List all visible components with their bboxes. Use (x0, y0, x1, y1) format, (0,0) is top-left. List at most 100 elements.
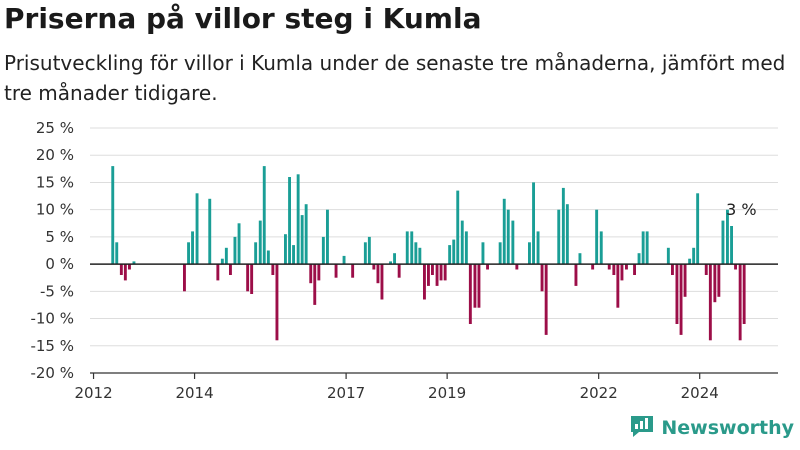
bar (688, 258, 692, 265)
bar (708, 264, 712, 341)
bar (115, 242, 119, 265)
grid-lines (90, 127, 778, 347)
bar (561, 187, 565, 265)
bar (393, 253, 396, 265)
bar (351, 264, 355, 278)
bar (208, 198, 212, 265)
bar (111, 166, 115, 265)
bar (317, 264, 321, 281)
bar (216, 264, 220, 281)
bar (435, 264, 439, 286)
y-tick-label: -15 % (30, 337, 74, 355)
bar (187, 242, 190, 265)
bar (288, 177, 291, 265)
brand-name: Newsworthy (661, 417, 794, 439)
bar (536, 231, 540, 265)
bar (557, 209, 561, 265)
bar (473, 264, 477, 308)
bar (511, 220, 515, 265)
x-axis-labels: 2012 2014 2017 2019 2022 2024 (74, 373, 719, 402)
y-tick-label: 20 % (36, 146, 74, 164)
bar (599, 231, 603, 265)
bar (220, 258, 224, 265)
bar (616, 264, 620, 308)
bar (313, 264, 317, 305)
bar (309, 264, 313, 284)
bar (612, 264, 616, 275)
bar (683, 264, 687, 297)
bar (363, 242, 367, 265)
bar (292, 245, 295, 265)
bar (266, 250, 270, 265)
bar (271, 264, 275, 275)
bar (477, 264, 481, 308)
bar (380, 264, 384, 300)
bar (246, 264, 250, 292)
bar (528, 242, 531, 265)
bar (456, 190, 460, 265)
bar (671, 264, 674, 275)
bar (679, 264, 683, 335)
bar (233, 236, 237, 265)
bar (326, 209, 329, 265)
bar (565, 204, 569, 265)
bar (132, 261, 136, 265)
bar (443, 264, 447, 281)
bar (734, 264, 737, 270)
bar (452, 239, 456, 265)
bar (515, 264, 519, 270)
bar (183, 264, 186, 292)
bar (376, 264, 380, 284)
bar (532, 182, 535, 265)
bar (666, 247, 670, 265)
bar (342, 255, 346, 265)
bar (423, 264, 426, 300)
bar (696, 193, 700, 265)
bar (128, 264, 131, 270)
bar (540, 264, 544, 292)
x-tick-label: 2014 (175, 384, 213, 402)
bar (721, 220, 725, 265)
bar (675, 264, 679, 324)
bar (334, 264, 338, 278)
bar (237, 223, 241, 265)
bar (704, 264, 708, 275)
bar (591, 264, 595, 270)
latest-value-label: 3 % (726, 200, 756, 219)
bar (502, 198, 506, 265)
bar (262, 166, 266, 265)
y-axis-labels: 25 % 20 % 15 % 10 % 5 % 0 % -5 % -10 % -15 % -20 … (30, 119, 74, 382)
bar (742, 264, 746, 324)
bar (620, 264, 624, 281)
x-tick-label: 2022 (580, 384, 618, 402)
bar (372, 264, 376, 270)
x-tick-label: 2017 (327, 384, 365, 402)
bar (486, 264, 489, 270)
y-tick-label: -20 % (30, 364, 74, 382)
x-tick-label: 2024 (681, 384, 719, 402)
y-tick-label: 10 % (36, 201, 74, 219)
bar (717, 264, 721, 297)
bar (692, 247, 696, 265)
bar (250, 264, 254, 294)
bar (498, 242, 502, 265)
bar (439, 264, 443, 281)
bar (645, 231, 649, 265)
bar (625, 264, 628, 270)
bar (321, 236, 325, 265)
bar (284, 234, 287, 265)
x-tick-label: 2019 (428, 384, 466, 402)
bar (713, 264, 717, 303)
bar (254, 242, 258, 265)
bar (275, 264, 279, 341)
y-tick-label: -10 % (30, 310, 74, 328)
x-tick-label: 2012 (74, 384, 112, 402)
bar (367, 236, 371, 265)
bar-chart-logo-icon (629, 414, 655, 442)
bar (448, 245, 452, 265)
bars (111, 166, 746, 341)
bar (195, 193, 199, 265)
bar (304, 204, 308, 265)
bar (595, 209, 599, 265)
bar (738, 264, 742, 341)
